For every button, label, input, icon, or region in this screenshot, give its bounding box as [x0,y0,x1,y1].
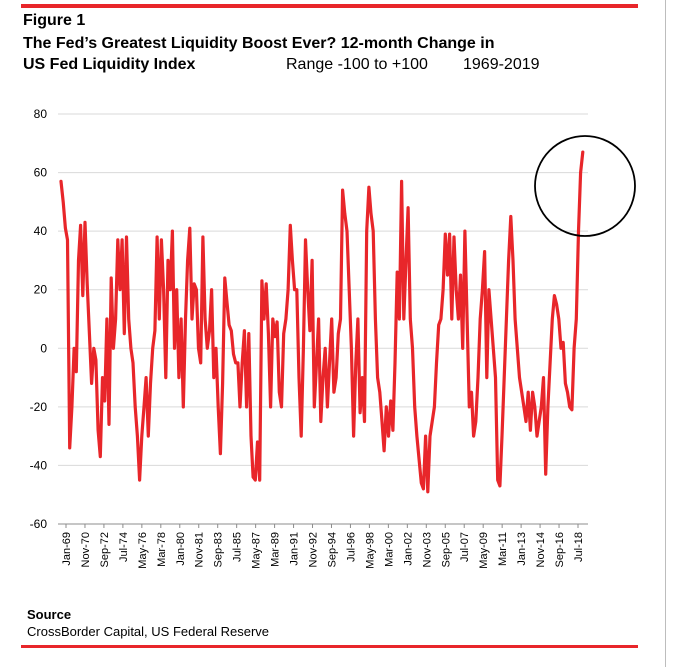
series-line [59,150,585,494]
x-tick-label: Jul-96 [345,532,357,562]
chart-title-line1: The Fed’s Greatest Liquidity Boost Ever?… [23,35,495,52]
x-tick-label: Jan-80 [175,532,187,566]
y-tick-label: -40 [30,458,48,472]
page-border [665,0,666,667]
source-heading: Source [27,607,72,622]
x-tick-label: Jan-02 [402,532,414,566]
y-tick-label: -60 [30,517,48,531]
top-rule [21,4,638,8]
x-tick-label: Sep-83 [213,532,225,567]
chart-title-line2-text: US Fed Liquidity Index [23,56,196,73]
y-axis-ticks: 80 60 40 20 0 -20 -40 -60 [30,107,48,531]
x-tick-label: Sep-16 [554,532,566,567]
y-tick-label: 20 [34,283,48,297]
x-tick-label: Nov-14 [535,532,547,567]
figure-label: Figure 1 [23,12,86,29]
x-tick-label: May-09 [478,532,490,569]
y-tick-label: 60 [34,166,48,180]
x-tick-label: Nov-92 [308,532,320,567]
x-tick-label: Nov-81 [194,532,206,567]
grid-layer [58,113,588,466]
x-tick-label: May-87 [251,532,263,569]
x-tick-label: Nov-70 [80,532,92,567]
x-tick-label: Mar-78 [156,532,168,567]
x-axis-ticks: Jan-69 Nov-70 Sep-72 Jul-74 May-76 Mar-78 Jan-… [61,524,585,569]
x-tick-label: Jan-69 [61,532,73,566]
x-tick-label: May-98 [364,532,376,569]
y-tick-label: 40 [34,224,48,238]
x-tick-label: Jul-85 [232,532,244,562]
x-tick-label: Jan-13 [516,532,528,566]
y-tick-label: -20 [30,400,48,414]
source-text: CrossBorder Capital, US Federal Reserve [27,624,270,639]
x-tick-label: Nov-03 [421,532,433,567]
x-tick-label: Jul-18 [573,532,585,562]
y-tick-label: 0 [40,341,47,355]
x-tick-label: Mar-11 [497,532,509,566]
x-tick-label: Jan-91 [289,532,301,566]
annotation-circle [534,135,636,237]
x-tick-label: Sep-72 [99,532,111,567]
chart-title-line2: US Fed Liquidity Index [23,56,195,74]
range-text: Range -100 to +100 [286,56,428,73]
x-tick-label: Jul-74 [118,532,130,562]
x-tick-label: Mar-00 [383,532,395,567]
x-tick-label: Sep-05 [440,532,452,567]
x-tick-label: Jul-07 [459,532,471,562]
y-tick-label: 80 [34,107,48,121]
x-tick-label: Sep-94 [326,532,338,567]
x-tick-label: May-76 [137,532,149,569]
x-tick-label: Mar-89 [270,532,282,567]
years-text: 1969-2019 [463,56,540,73]
bottom-rule [21,645,638,648]
